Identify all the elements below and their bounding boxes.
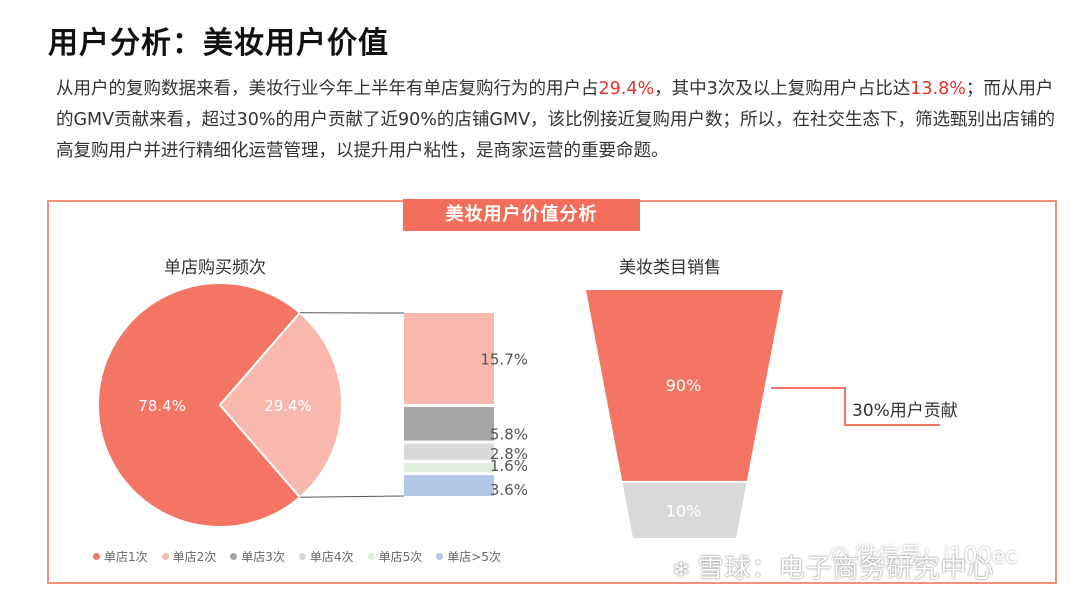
intro-paragraph: 从用户的复购数据来看，美妆行业今年上半年有单店复购行为的用户占29.4%，其中3… xyxy=(56,74,1056,167)
breakdown-segment-5 xyxy=(404,475,494,496)
breakdown-segment-2 xyxy=(404,407,494,441)
pie-legend: 单店1次 单店2次 单店3次 单店4次 单店5次 单店>5次 xyxy=(93,548,501,565)
legend-dot-icon xyxy=(298,553,306,560)
legend-dot-icon xyxy=(161,553,169,560)
breakdown-segment-4 xyxy=(404,462,494,473)
legend-item-3: 单店3次 xyxy=(230,548,285,565)
funnel-callout-line xyxy=(771,387,940,426)
funnel-label-2: 10% xyxy=(666,501,702,520)
breakdown-segment-1 xyxy=(404,313,494,405)
pie-chart-title: 单店购买频次 xyxy=(164,258,266,278)
legend-dot-icon xyxy=(230,553,238,560)
wechat-icon: ✆ xyxy=(830,544,856,569)
intro-text-3: ；而从用户的GMV贡献来看，超过30%的用户贡献了近90%的店铺GMV，该比例接… xyxy=(56,79,1056,161)
pie-slice-2 xyxy=(218,311,343,499)
watermark-secondary: ✆ 微信号：i100ec xyxy=(830,538,1017,570)
intro-text-1: 从用户的复购数据来看，美妆行业今年上半年有单店复购行为的用户占 xyxy=(56,79,599,99)
legend-label: 单店>5次 xyxy=(447,550,501,564)
funnel-segment-1 xyxy=(586,290,783,481)
pie-slice-1 xyxy=(97,282,302,528)
intro-text-2: ，其中3次及以上复购用户占比达 xyxy=(654,79,911,99)
breakdown-label-1: 15.7% xyxy=(480,351,528,369)
funnel-chart-title: 美妆类目销售 xyxy=(619,258,721,278)
breakdown-label-3: 2.8% xyxy=(490,445,528,463)
breakdown-label-2: 5.8% xyxy=(490,426,528,444)
panel-title: 美妆用户价值分析 xyxy=(403,199,640,231)
legend-item-2: 单店2次 xyxy=(161,548,217,565)
funnel-label-1: 90% xyxy=(666,376,702,395)
pie-slice-label-2: 29.4% xyxy=(264,397,312,415)
legend-item-5: 单店5次 xyxy=(367,548,423,565)
pie-chart: 78.4% 29.4% xyxy=(97,282,343,528)
pie-slice-label-1: 78.4% xyxy=(138,397,186,415)
legend-item-1: 单店1次 xyxy=(93,548,148,565)
legend-dot-icon xyxy=(93,553,100,560)
legend-dot-icon xyxy=(367,553,375,560)
snowball-icon: ❄ xyxy=(672,558,692,583)
funnel-segment-2 xyxy=(622,482,747,538)
watermark-main-text: 雪球：电子商务研究中心 xyxy=(697,554,995,584)
legend-item-4: 单店4次 xyxy=(298,548,354,565)
breakdown-bar: 15.7% 5.8%2.8%1.6% 3.6% xyxy=(299,312,528,499)
legend-label: 单店1次 xyxy=(104,550,148,564)
breakdown-label-4: 1.6% xyxy=(490,457,528,475)
watermark-main: ❄ 雪球：电子商务研究中心 xyxy=(672,548,994,585)
legend-label: 单店3次 xyxy=(241,550,285,564)
funnel-chart: 90% 10% 30%用户贡献 xyxy=(586,290,958,538)
breakdown-segment-3 xyxy=(404,443,494,460)
legend-item-6: 单店>5次 xyxy=(436,548,501,565)
legend-label: 单店5次 xyxy=(378,550,423,564)
intro-highlight-2: 13.8% xyxy=(910,79,966,99)
legend-label: 单店4次 xyxy=(309,550,354,564)
breakdown-label-5: 3.6% xyxy=(490,481,528,499)
legend-dot-icon xyxy=(436,553,444,560)
connector-line-bottom xyxy=(299,495,405,498)
funnel-callout-text: 30%用户贡献 xyxy=(852,401,958,421)
watermark-secondary-text: 微信号：i100ec xyxy=(855,544,1018,569)
legend-label: 单店2次 xyxy=(172,550,217,564)
intro-highlight-1: 29.4% xyxy=(598,79,655,99)
page-title: 用户分析：美妆用户价值 xyxy=(48,26,389,61)
